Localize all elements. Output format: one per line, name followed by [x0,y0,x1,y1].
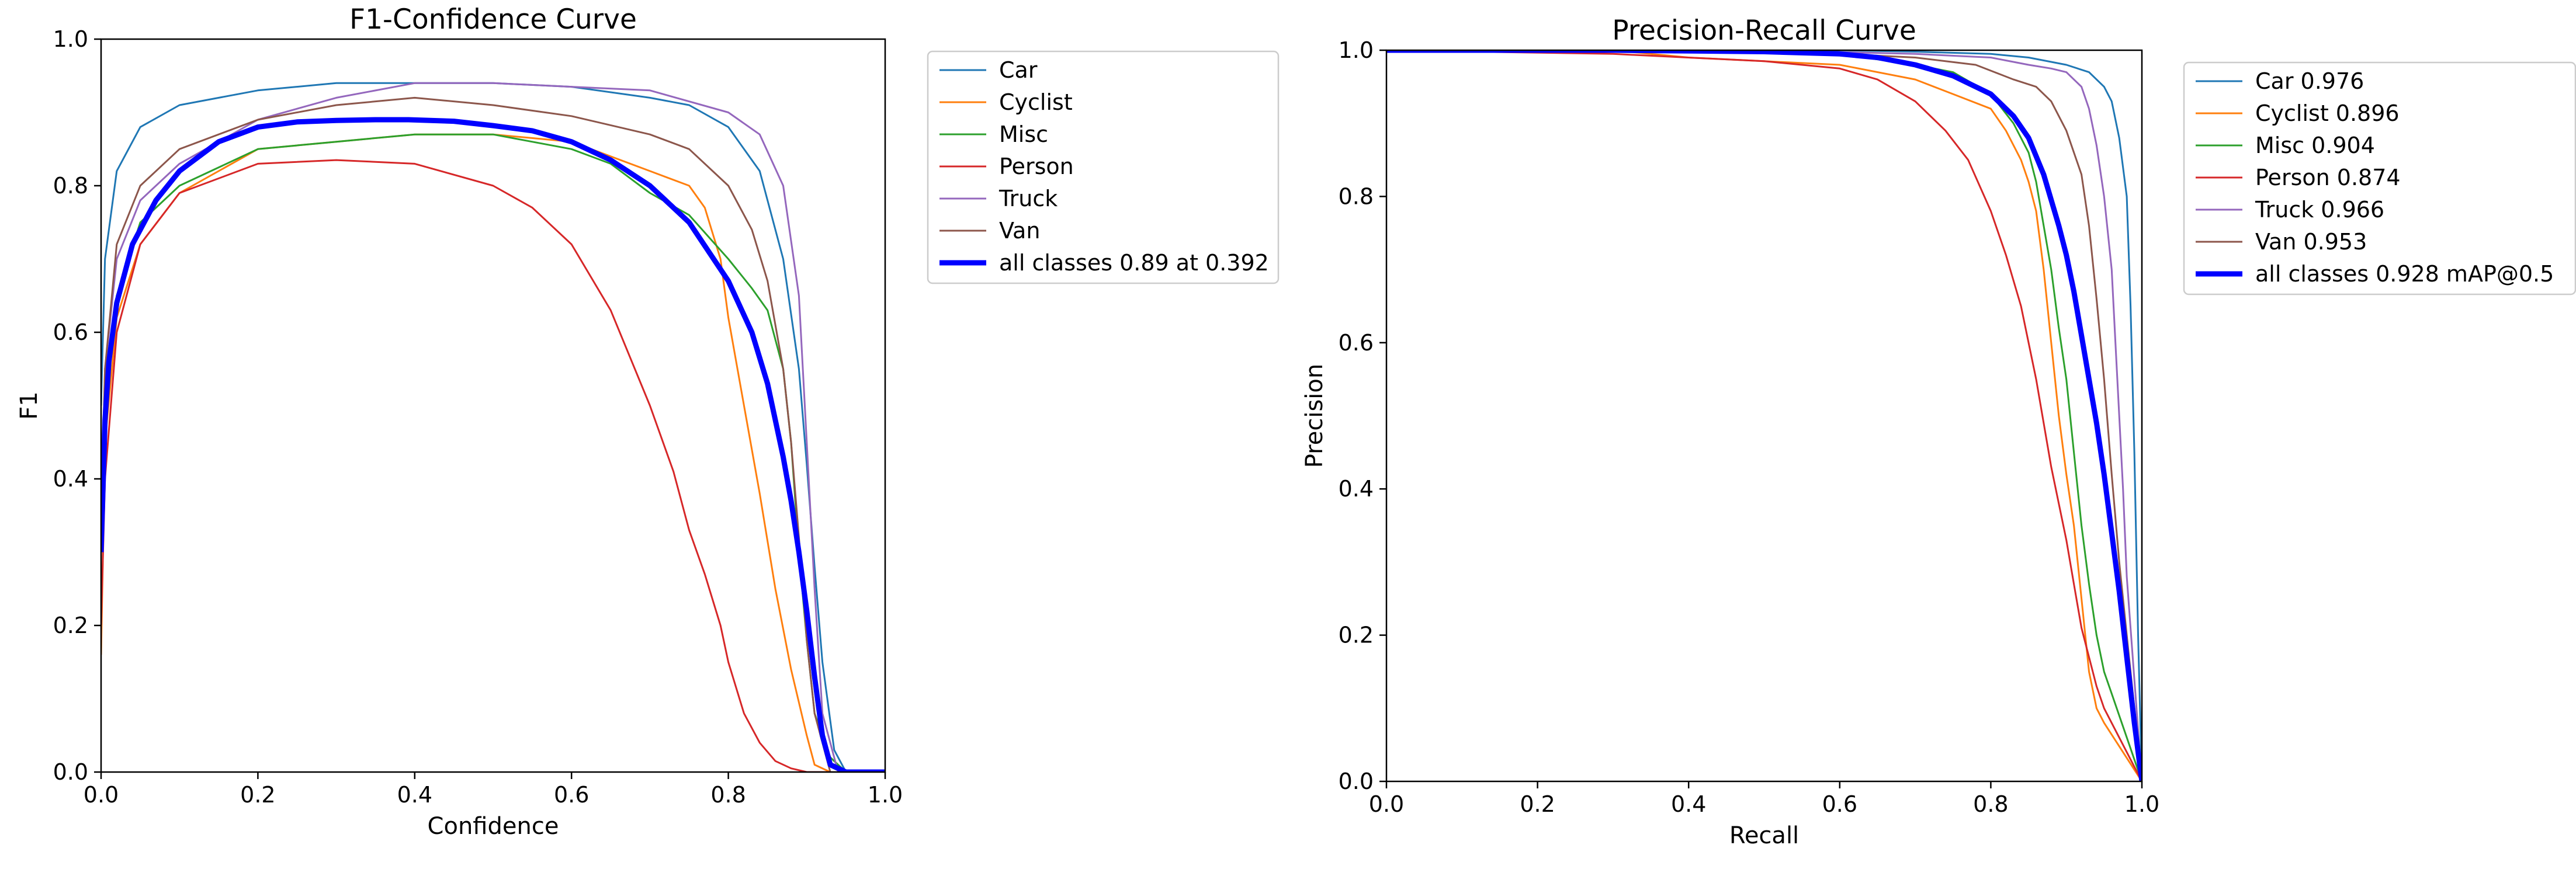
x-tick-label: 0.0 [1369,791,1404,817]
y-axis-label: Precision [1301,364,1328,468]
series-group [101,82,885,772]
x-axis-label: Confidence [428,813,559,840]
series-line-all-classes-0-89-at-0-392 [101,117,885,772]
x-tick-label: 1.0 [2124,791,2159,817]
y-tick-label: 0.6 [1339,330,1374,356]
series-line-person [101,159,885,772]
series-line-person-0-874 [1386,50,2142,781]
y-tick-label: 0.0 [53,759,88,785]
legend-label-misc: Misc [999,121,1048,147]
y-tick-label: 0.4 [1339,476,1374,502]
y-tick-label: 0.0 [1339,769,1374,794]
x-tick-label: 1.0 [868,782,903,808]
series-line-truck [101,82,885,772]
series-line-car [101,82,885,772]
y-tick-label: 0.4 [53,466,88,492]
series-line-misc-0-904 [1386,50,2142,781]
x-tick-label: 0.4 [397,782,432,808]
legend-label-all-classes-0-89-at-0-392: all classes 0.89 at 0.392 [999,250,1269,276]
series-line-car-0-976 [1386,50,2142,781]
legend: Car Cyclist Misc Person Truck Van all classes … [927,50,1280,284]
x-tick-label: 0.8 [710,782,746,808]
x-tick-label: 0.2 [240,782,275,808]
y-tick-label: 0.2 [1339,623,1374,648]
legend-label-car-0-976: Car 0.976 [2255,68,2364,94]
legend-label-van-0-953: Van 0.953 [2255,229,2367,255]
legend-label-all-classes-0-928-map-0-5: all classes 0.928 mAP@0.5 [2255,261,2554,287]
legend-label-person: Person [999,154,1074,179]
legend-label-person-0-874: Person 0.874 [2255,165,2401,190]
x-tick-label: 0.4 [1671,791,1706,817]
chart-title: F1-Confidence Curve [349,4,637,36]
legend-label-van: Van [999,218,1040,244]
legend-label-truck-0-966: Truck 0.966 [2255,197,2384,223]
series-line-all-classes-0-928-map-0-5 [1386,50,2142,781]
y-tick-label: 0.2 [53,613,88,638]
legend-label-truck: Truck [998,186,1058,211]
x-tick-label: 0.8 [1973,791,2008,817]
legend-box [2183,61,2576,296]
x-axis-label: Recall [1729,822,1799,849]
plot-frame [100,38,886,773]
x-tick-label: 0.6 [1822,791,1857,817]
y-tick-label: 1.0 [1339,37,1374,63]
series-line-cyclist-0-896 [1386,50,2142,781]
precision-recall-panel: 0.0 0.2 0.4 0.6 0.8 1.0 0.0 0.2 0.4 0.6 0.8 1.0 Prec… [1301,15,2576,849]
series-group [1386,50,2142,781]
legend-label-cyclist-0-896: Cyclist 0.896 [2255,100,2400,126]
x-tick-label: 0.2 [1520,791,1555,817]
series-line-truck-0-966 [1386,50,2142,781]
series-line-cyclist [101,133,885,772]
legend-label-misc-0-904: Misc 0.904 [2255,133,2375,158]
legend-box [927,50,1280,284]
chart-title: Precision-Recall Curve [1612,15,1916,47]
legend-label-cyclist: Cyclist [999,89,1073,115]
f1-confidence-panel: 0.0 0.2 0.4 0.6 0.8 1.0 0.0 0.2 0.4 0.6 0.8 1.0 F1-C… [16,4,1280,840]
y-tick-label: 0.8 [1339,183,1374,209]
y-axis-label: F1 [16,391,43,419]
legend: Car 0.976 Cyclist 0.896 Misc 0.904 Person 0… [2183,61,2576,296]
y-tick-label: 0.6 [53,319,88,345]
x-tick-label: 0.0 [84,782,119,808]
y-tick-label: 1.0 [53,26,88,52]
series-line-van-0-953 [1386,50,2142,781]
x-tick-label: 0.6 [554,782,589,808]
plot-frame [1385,49,2143,783]
y-tick-label: 0.8 [53,173,88,199]
series-line-misc [101,133,885,772]
legend-label-car: Car [999,57,1038,83]
